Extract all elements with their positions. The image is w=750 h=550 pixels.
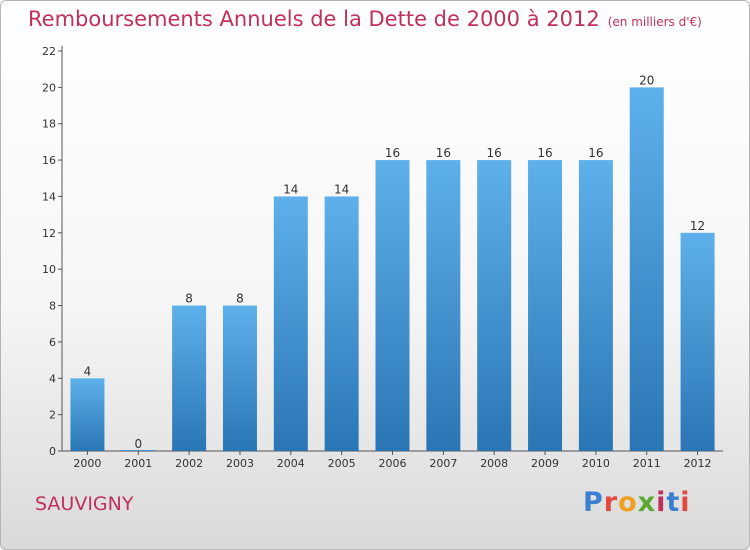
title-text: Remboursements Annuels de la Dette de 20…: [28, 7, 600, 31]
value-label-2009: 16: [537, 146, 552, 160]
value-label-2012: 12: [690, 219, 705, 233]
value-label-2011: 20: [639, 73, 654, 87]
x-tick-label-2003: 2003: [226, 457, 254, 470]
chart-labels: 4 2000 0 2001 8 2002 8 2003 14 2004 14 2005 16 2006 16…: [73, 73, 711, 470]
y-tick-label: 12: [42, 227, 56, 240]
bar-2002: [172, 305, 207, 451]
y-tick-label: 0: [49, 445, 56, 458]
logo-letter: i: [656, 487, 667, 518]
proxiti-logo: Proxiti: [583, 487, 691, 518]
x-tick-label-2010: 2010: [582, 457, 610, 470]
chart-bars: [70, 87, 715, 451]
bar-2007: [426, 160, 461, 451]
y-tick-label: 22: [42, 45, 56, 58]
x-tick-label-2002: 2002: [175, 457, 203, 470]
city-name: SAUVIGNY: [35, 493, 134, 515]
y-tick-label: 18: [42, 118, 56, 131]
chart-title: Remboursements Annuels de la Dette de 20…: [28, 7, 702, 31]
bar-2006: [375, 160, 410, 451]
x-tick-label-2012: 2012: [684, 457, 712, 470]
value-label-2010: 16: [588, 146, 603, 160]
x-tick-label-2007: 2007: [429, 457, 457, 470]
bar-2004: [273, 196, 308, 451]
bar-2000: [70, 378, 105, 451]
bar-2010: [578, 160, 613, 451]
y-tick-label: 14: [42, 190, 56, 203]
x-tick-label-2006: 2006: [379, 457, 407, 470]
value-label-2005: 14: [334, 182, 349, 196]
y-tick-label: 4: [49, 372, 56, 385]
value-label-2001: 0: [134, 437, 142, 451]
y-tick-label: 10: [42, 263, 56, 276]
logo-letter: i: [680, 487, 691, 518]
y-tick-label: 8: [49, 300, 56, 313]
logo-letter: x: [637, 487, 657, 518]
x-tick-label-2008: 2008: [480, 457, 508, 470]
y-tick-label: 6: [49, 336, 56, 349]
y-tick-label: 20: [42, 81, 56, 94]
value-label-2004: 14: [283, 182, 298, 196]
bar-2001: [121, 450, 156, 451]
x-tick-label-2004: 2004: [277, 457, 305, 470]
logo-letter: t: [666, 487, 681, 518]
x-tick-label-2011: 2011: [633, 457, 661, 470]
value-label-2000: 4: [84, 364, 92, 378]
bar-2003: [222, 305, 257, 451]
bar-2012: [680, 232, 715, 451]
bar-2008: [477, 160, 512, 451]
x-tick-label-2000: 2000: [73, 457, 101, 470]
value-label-2003: 8: [236, 292, 244, 306]
value-label-2008: 16: [487, 146, 502, 160]
x-tick-label-2005: 2005: [328, 457, 356, 470]
logo-letter: r: [603, 487, 619, 518]
x-tick-label-2009: 2009: [531, 457, 559, 470]
bar-2011: [629, 87, 664, 451]
value-label-2006: 16: [385, 146, 400, 160]
x-tick-label-2001: 2001: [124, 457, 152, 470]
y-tick-label: 16: [42, 154, 56, 167]
logo-letter: P: [583, 487, 604, 518]
chart-subtitle: (en milliers d'€): [607, 15, 702, 29]
value-label-2007: 16: [436, 146, 451, 160]
logo-letter: o: [618, 487, 638, 518]
bar-2009: [528, 160, 563, 451]
value-label-2002: 8: [185, 292, 193, 306]
y-tick-label: 2: [49, 409, 56, 422]
bar-2005: [324, 196, 359, 451]
